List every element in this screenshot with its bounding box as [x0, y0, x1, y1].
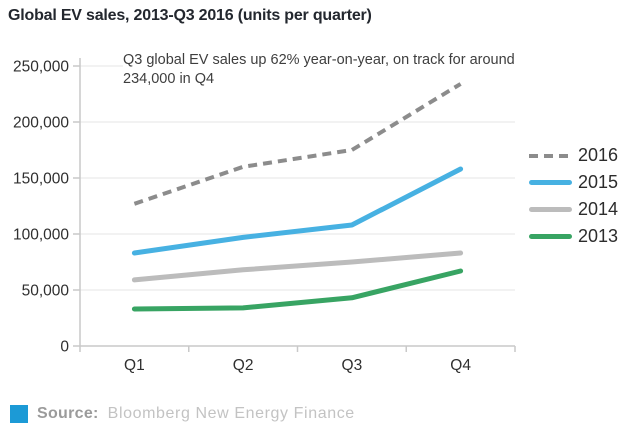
legend-item-2015: 2015 [529, 169, 618, 196]
page-title: Global EV sales, 2013-Q3 2016 (units per… [8, 7, 372, 24]
legend-label-2016: 2016 [578, 145, 619, 165]
series-line-2013 [131, 268, 464, 312]
source-attribution: Source: Bloomberg New Energy Finance [10, 403, 355, 425]
legend-item-2013: 2013 [529, 223, 618, 250]
y-axis-tick-label: 100,000 [13, 227, 69, 244]
y-axis-tick-label: 150,000 [13, 171, 69, 188]
series-line-2015 [131, 166, 464, 256]
chart-legend: 2016 2015 2014 2013 [529, 142, 618, 250]
source-label: Source: [37, 405, 99, 422]
y-axis-tick-label: 250,000 [13, 59, 69, 76]
y-axis-tick-label: 0 [60, 339, 69, 356]
legend-swatch-2015-line [529, 180, 572, 185]
legend-item-2014: 2014 [529, 196, 618, 223]
legend-swatch-2016-dashed-line [529, 153, 572, 158]
chart-annotation: Q3 global EV sales up 62% year-on-year, … [123, 52, 515, 88]
source-brand-square-icon [10, 405, 28, 423]
legend-label-2013: 2013 [578, 226, 619, 246]
x-axis-tick-label: Q2 [233, 357, 254, 374]
legend-label-2015: 2015 [578, 172, 619, 192]
x-axis-tick-label: Q3 [342, 357, 363, 374]
legend-label-2014: 2014 [578, 199, 619, 219]
series-line-2014 [131, 250, 464, 283]
legend-swatch-2013-line [529, 234, 572, 239]
series-line-2016 [133, 82, 462, 206]
legend-item-2016: 2016 [529, 142, 618, 169]
x-axis-tick-label: Q1 [124, 357, 145, 374]
x-axis-tick-label: Q4 [450, 357, 471, 374]
source-text: Bloomberg New Energy Finance [107, 405, 355, 422]
legend-swatch-2014-line [529, 207, 572, 212]
y-axis-tick-label: 50,000 [22, 283, 70, 300]
y-axis-tick-label: 200,000 [13, 115, 69, 132]
